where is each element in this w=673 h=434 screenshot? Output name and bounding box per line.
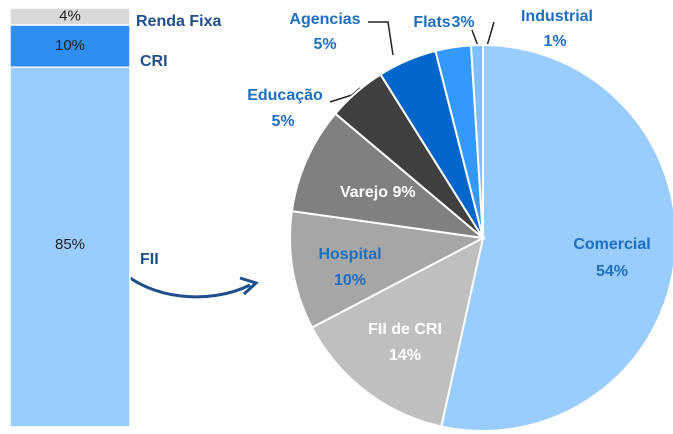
slice-name-label: Flats <box>413 14 450 31</box>
slice-value-label: 3% <box>451 14 474 31</box>
slice-name-label: FII de CRI <box>368 321 442 338</box>
slice-name-label: Educação <box>247 87 323 104</box>
slice-value-label: 5% <box>313 36 336 53</box>
bar-segment <box>9 66 131 428</box>
slice-value-label: 1% <box>543 33 566 50</box>
slice-name-label: Hospital <box>318 246 381 263</box>
bar-name-label: CRI <box>140 53 168 70</box>
bar-name-label: Renda Fixa <box>136 13 221 30</box>
pie-slice <box>289 209 487 329</box>
slice-name-label: Comercial <box>573 236 650 253</box>
slice-value-label: 9% <box>392 184 415 201</box>
bar-value-label: 10% <box>55 37 85 54</box>
bar-segment <box>9 24 131 69</box>
pie-slice <box>440 43 673 432</box>
pie-slice <box>290 112 487 240</box>
pie-slice <box>310 236 485 428</box>
slice-name-label: Agencias <box>289 11 360 28</box>
bar-segment <box>9 7 131 26</box>
slice-value-label: 10% <box>334 272 366 289</box>
slice-name-label: Industrial <box>521 8 593 25</box>
bar-value-label: 85% <box>55 236 85 253</box>
arrow <box>116 266 251 299</box>
bar-name-label: FII <box>140 251 159 268</box>
slice-value-label: 14% <box>389 347 421 364</box>
slice-name-label: Varejo <box>340 184 388 201</box>
leader-line <box>471 29 479 47</box>
leader-line <box>368 21 394 56</box>
leader-line <box>486 21 495 47</box>
slice-value-label: 5% <box>271 113 294 130</box>
arrow-head <box>239 276 259 296</box>
bar-value-label: 4% <box>59 7 81 24</box>
pie-slice <box>469 43 484 239</box>
slice-value-label: 54% <box>596 263 628 280</box>
